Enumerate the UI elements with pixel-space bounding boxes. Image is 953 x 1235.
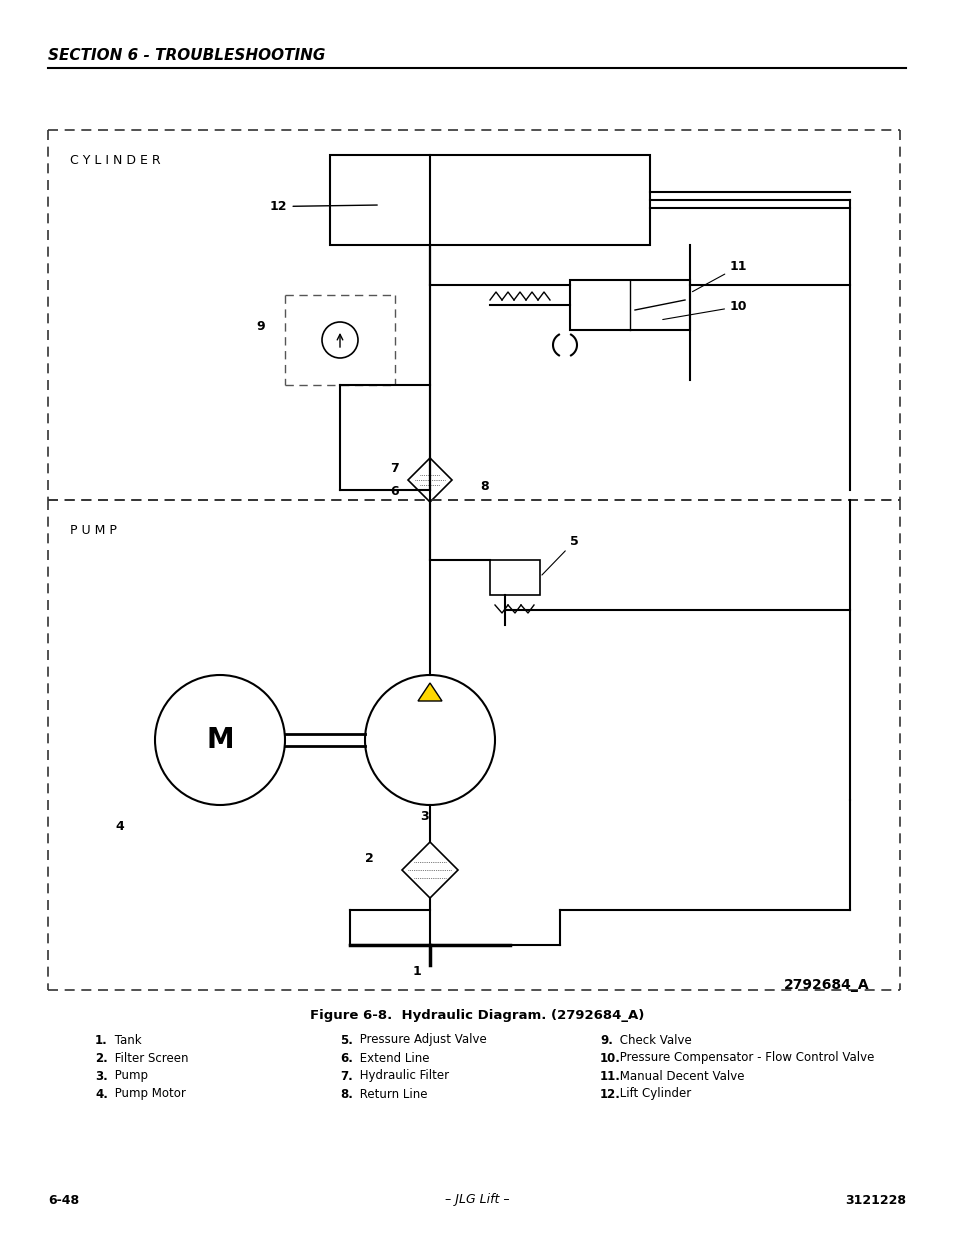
Text: 12: 12 (270, 200, 376, 212)
Text: 3.: 3. (95, 1070, 108, 1083)
Text: 10.: 10. (599, 1051, 620, 1065)
Bar (490, 559, 539, 595)
Text: Extend Line: Extend Line (355, 1051, 429, 1065)
Bar (569, 280, 689, 330)
Text: 3121228: 3121228 (844, 1193, 905, 1207)
Text: M: M (206, 726, 233, 755)
Text: 2792684_A: 2792684_A (783, 978, 869, 992)
Text: 6.: 6. (339, 1051, 353, 1065)
Text: P U M P: P U M P (70, 524, 117, 536)
Text: 9.: 9. (599, 1034, 612, 1046)
Text: Check Valve: Check Valve (616, 1034, 691, 1046)
Text: 3: 3 (419, 810, 428, 823)
Text: Lift Cylinder: Lift Cylinder (616, 1088, 691, 1100)
Text: SECTION 6 - TROUBLESHOOTING: SECTION 6 - TROUBLESHOOTING (48, 47, 325, 63)
Text: 5.: 5. (339, 1034, 353, 1046)
Text: – JLG Lift –: – JLG Lift – (444, 1193, 509, 1207)
Text: 7.: 7. (339, 1070, 353, 1083)
Text: 1.: 1. (95, 1034, 108, 1046)
Text: 4: 4 (115, 820, 124, 832)
Bar (330, 156, 649, 245)
Text: 4.: 4. (95, 1088, 108, 1100)
Text: 9: 9 (256, 320, 265, 333)
Text: 2: 2 (365, 852, 374, 864)
Text: 2.: 2. (95, 1051, 108, 1065)
Text: Filter Screen: Filter Screen (111, 1051, 189, 1065)
Text: 6: 6 (390, 485, 398, 498)
Text: 11.: 11. (599, 1070, 620, 1083)
Text: 6-48: 6-48 (48, 1193, 79, 1207)
Text: Tank: Tank (111, 1034, 141, 1046)
Text: Manual Decent Valve: Manual Decent Valve (616, 1070, 743, 1083)
Text: 10: 10 (662, 300, 747, 320)
Text: 5: 5 (541, 535, 578, 576)
Text: Pressure Compensator - Flow Control Valve: Pressure Compensator - Flow Control Valv… (616, 1051, 874, 1065)
Text: 12.: 12. (599, 1088, 620, 1100)
Text: 8.: 8. (339, 1088, 353, 1100)
Text: C Y L I N D E R: C Y L I N D E R (70, 153, 160, 167)
Text: 7: 7 (390, 462, 398, 475)
Text: Pressure Adjust Valve: Pressure Adjust Valve (355, 1034, 486, 1046)
Text: Return Line: Return Line (355, 1088, 427, 1100)
Text: Hydraulic Filter: Hydraulic Filter (355, 1070, 449, 1083)
Text: Pump: Pump (111, 1070, 148, 1083)
Text: Figure 6-8.  Hydraulic Diagram. (2792684_A): Figure 6-8. Hydraulic Diagram. (2792684_… (310, 1009, 643, 1021)
Text: 8: 8 (479, 480, 488, 493)
Text: Pump Motor: Pump Motor (111, 1088, 186, 1100)
Text: 11: 11 (692, 261, 747, 291)
Text: 1: 1 (413, 965, 421, 978)
Polygon shape (417, 683, 441, 701)
